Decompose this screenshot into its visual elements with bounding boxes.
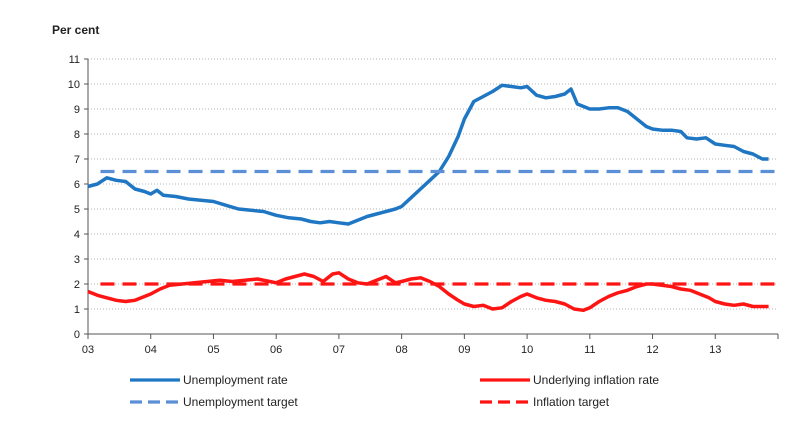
- y-tick-label: 5: [74, 204, 80, 216]
- legend-label: Unemployment target: [183, 395, 298, 409]
- y-tick-label: 8: [74, 129, 80, 141]
- y-tick-label: 9: [74, 104, 80, 116]
- x-tick-label: 11: [584, 344, 595, 356]
- x-tick-label: 06: [270, 344, 282, 356]
- y-tick-label: 0: [74, 329, 80, 341]
- legend: Unemployment rate Underlying inflation ra…: [130, 373, 659, 409]
- axes: [84, 58, 779, 339]
- series-line-unemployment-rate: [87, 83, 769, 226]
- y-tick-label: 4: [74, 229, 80, 241]
- x-tick-labels: 03 04 05 06 07 08 09 10 11 12 13: [82, 344, 722, 356]
- x-tick-label: 09: [458, 344, 470, 356]
- x-tick-label: 05: [207, 344, 219, 356]
- gridlines: [88, 58, 778, 310]
- y-tick-label: 10: [68, 79, 80, 91]
- y-tick-label: 7: [74, 154, 80, 166]
- y-tick-label: 6: [74, 179, 80, 191]
- x-tick-label: 08: [396, 344, 408, 356]
- y-axis-title: Per cent: [52, 23, 99, 37]
- legend-label: Unemployment rate: [183, 373, 288, 387]
- x-tick-label: 12: [646, 344, 658, 356]
- series-line-underlying-inflation-rate: [87, 271, 769, 313]
- x-tick-label: 13: [709, 344, 721, 356]
- series-lines: [87, 83, 775, 313]
- y-tick-label: 11: [69, 54, 80, 66]
- x-tick-label: 10: [521, 344, 533, 356]
- x-tick-label: 03: [82, 344, 94, 356]
- legend-label: Underlying inflation rate: [533, 373, 659, 387]
- y-tick-label: 3: [74, 254, 80, 266]
- x-tick-label: 07: [333, 344, 345, 356]
- legend-label: Inflation target: [533, 395, 610, 409]
- y-tick-labels: 0 1 2 3 4 5 6 7 8 9 10 11: [68, 54, 80, 341]
- y-tick-label: 1: [74, 304, 80, 316]
- y-tick-label: 2: [74, 279, 80, 291]
- x-tick-label: 04: [145, 344, 157, 356]
